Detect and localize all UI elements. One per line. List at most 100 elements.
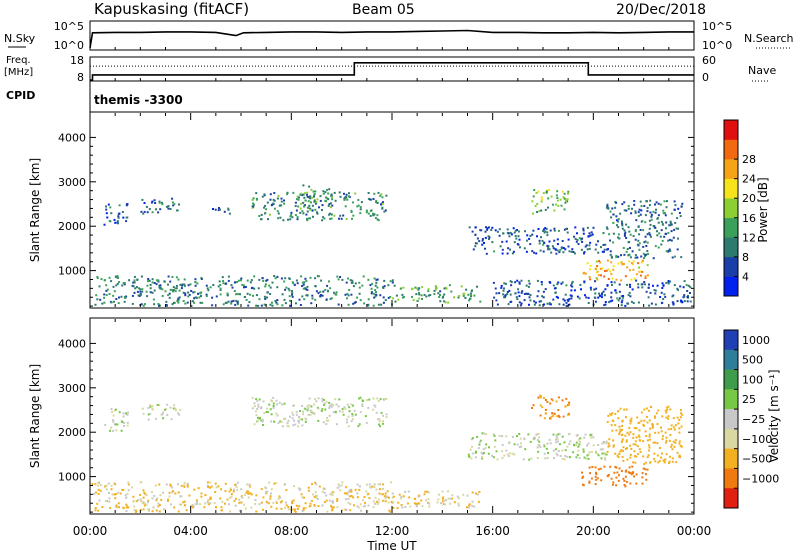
data-cell [153, 199, 156, 202]
data-cell [275, 507, 278, 510]
data-cell [391, 492, 394, 495]
data-cell [326, 417, 328, 419]
data-cell [385, 397, 388, 400]
data-cell [245, 298, 248, 301]
data-cell [456, 495, 459, 498]
data-cell [411, 295, 413, 298]
data-cell [347, 425, 350, 428]
data-cell [631, 288, 634, 291]
data-cell [185, 509, 188, 512]
data-cell [618, 431, 621, 434]
data-cell [118, 506, 120, 509]
data-cell [617, 220, 620, 223]
data-cell [233, 488, 235, 491]
data-cell [252, 202, 254, 205]
data-cell [501, 248, 504, 251]
data-cell [425, 295, 428, 298]
data-cell [583, 251, 586, 253]
data-cell [347, 294, 350, 297]
data-cell [605, 453, 608, 456]
data-cell [465, 288, 468, 291]
data-cell [644, 473, 647, 476]
data-cell [125, 510, 128, 513]
data-cell [307, 486, 310, 489]
data-cell [173, 203, 176, 206]
data-cell [303, 298, 306, 301]
data-cell [646, 421, 649, 424]
data-cell [536, 235, 538, 238]
data-cell [138, 295, 141, 297]
data-cell [612, 444, 615, 447]
data-cell [582, 450, 585, 453]
data-cell [179, 283, 182, 286]
colorbar-swatch [724, 276, 738, 297]
data-cell [537, 444, 540, 447]
data-cell [467, 293, 470, 296]
data-cell [120, 429, 123, 432]
data-cell [634, 210, 637, 213]
data-cell [352, 496, 355, 499]
data-cell [501, 240, 504, 243]
data-cell [606, 203, 609, 206]
data-cell [654, 303, 657, 306]
data-cell [613, 471, 616, 474]
data-cell [376, 397, 379, 400]
data-cell [380, 493, 383, 496]
data-cell [193, 301, 196, 304]
data-cell [608, 301, 610, 304]
data-cell [627, 254, 630, 257]
data-cell [623, 253, 626, 256]
data-cell [632, 443, 635, 446]
data-cell [335, 403, 338, 406]
data-cell [603, 465, 606, 468]
data-cell [215, 486, 218, 489]
data-cell [548, 189, 551, 192]
data-cell [178, 413, 180, 416]
data-cell [293, 508, 296, 511]
data-cell [314, 190, 317, 193]
data-cell [674, 439, 677, 442]
data-cell [265, 500, 268, 503]
data-cell [618, 283, 621, 286]
data-cell [649, 233, 652, 236]
data-cell [526, 234, 529, 237]
data-cell [557, 204, 560, 207]
colorbar-swatch [724, 178, 738, 199]
data-cell [625, 440, 628, 443]
data-cell [562, 251, 565, 254]
data-cell [302, 287, 305, 290]
data-cell [625, 480, 628, 483]
data-cell [457, 502, 460, 505]
data-cell [568, 401, 571, 404]
data-cell [125, 506, 128, 509]
data-cell [418, 293, 421, 296]
data-cell [595, 471, 597, 474]
data-cell [601, 452, 604, 455]
data-cell [630, 262, 633, 265]
data-cell [587, 457, 590, 460]
data-cell [124, 494, 127, 497]
data-cell [344, 407, 347, 410]
data-cell [384, 500, 387, 503]
data-cell [667, 239, 670, 242]
data-cell [598, 292, 601, 295]
data-cell [618, 425, 621, 428]
data-cell [255, 494, 258, 497]
data-cell [575, 240, 578, 243]
data-cell [330, 217, 333, 220]
data-cell [262, 280, 265, 282]
data-cell [283, 280, 286, 283]
data-cell [637, 286, 640, 289]
data-cell [607, 268, 610, 271]
data-cell [375, 281, 378, 284]
data-cell [306, 294, 309, 297]
data-cell [257, 416, 259, 419]
data-cell [193, 291, 196, 294]
data-cell [309, 276, 312, 279]
colorbar-swatch [724, 349, 738, 370]
data-cell [380, 303, 383, 306]
data-cell [120, 295, 123, 298]
data-cell [339, 489, 342, 492]
data-cell [549, 303, 552, 306]
